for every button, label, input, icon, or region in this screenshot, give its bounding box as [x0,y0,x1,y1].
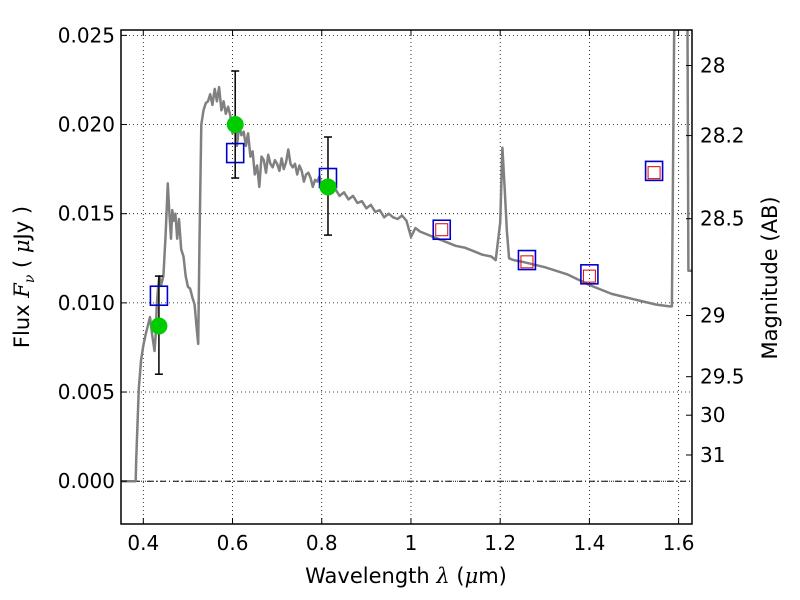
right-tick-label: 28.5 [700,207,745,231]
plot-frame [120,29,693,525]
x-tick-label: 0.8 [306,531,338,555]
right-tick-label: 29.5 [700,365,745,389]
y-tick-label: 0.000 [58,469,115,493]
right-axis-title: Magnitude (AB) [758,196,782,359]
right-tick-label: 29 [700,304,725,328]
model-square-1 [225,142,245,164]
model-square-6 [644,160,664,182]
y-tick-label: 0.015 [58,202,115,226]
model-square-4 [517,249,537,271]
observed-point-0 [150,317,168,335]
observed-point-2 [319,178,337,196]
y-tick-label: 0.010 [58,291,115,315]
model-square-0 [149,285,169,307]
right-tick-label: 28 [700,53,725,77]
x-tick-label: 1 [405,531,418,555]
model-square-3 [432,219,452,241]
model-ir-square-3 [647,166,661,180]
model-square-5 [580,264,599,285]
right-tick-label: 28.2 [700,124,745,148]
x-tick-label: 1.2 [484,531,516,555]
right-tick-label: 30 [700,403,725,427]
x-tick-label: 0.6 [217,531,249,555]
sed-model-line [121,30,692,483]
x-tick-label: 1.4 [573,531,605,555]
y-tick-label: 0.005 [58,380,115,404]
x-axis-ticks: 0.4 0.6 0.8 1 1.2 1.4 1.6 [127,30,695,555]
x-axis-title: Wavelength λ (μm) [305,564,507,588]
model-ir-square-1 [520,255,534,269]
x-tick-label: 0.4 [127,531,159,555]
observed-point-1 [226,116,244,134]
y-tick-label: 0.025 [58,23,115,47]
y-axis-ticks: 0.000 0.005 0.010 0.015 0.020 0.025 [58,23,127,493]
right-axis-ticks: 28 28.2 28.5 29 29.5 30 31 [686,53,745,467]
model-ir-square-2 [582,269,596,283]
right-tick-label: 31 [700,443,725,467]
model-ir-square-0 [435,223,449,237]
y-axis-title: Flux Fν ( μJy ) [10,206,38,348]
y-tick-label: 0.020 [58,113,115,137]
markers [149,116,664,335]
x-tick-label: 1.6 [663,531,695,555]
